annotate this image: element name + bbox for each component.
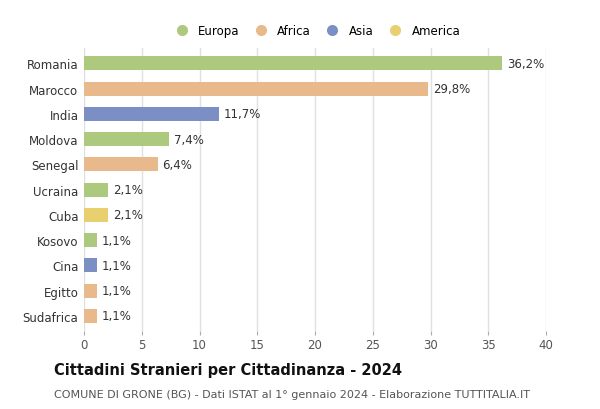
Bar xyxy=(84,133,169,147)
Bar xyxy=(84,158,158,172)
Text: 6,4%: 6,4% xyxy=(163,159,193,171)
Text: 29,8%: 29,8% xyxy=(433,83,470,96)
Bar xyxy=(84,108,219,121)
Text: 2,1%: 2,1% xyxy=(113,209,143,222)
Legend: Europa, Africa, Asia, America: Europa, Africa, Asia, America xyxy=(166,21,464,41)
Text: Cittadini Stranieri per Cittadinanza - 2024: Cittadini Stranieri per Cittadinanza - 2… xyxy=(54,362,402,377)
Text: 1,1%: 1,1% xyxy=(101,310,131,323)
Bar xyxy=(84,284,97,298)
Text: 1,1%: 1,1% xyxy=(101,234,131,247)
Text: 1,1%: 1,1% xyxy=(101,259,131,272)
Text: COMUNE DI GRONE (BG) - Dati ISTAT al 1° gennaio 2024 - Elaborazione TUTTITALIA.I: COMUNE DI GRONE (BG) - Dati ISTAT al 1° … xyxy=(54,389,530,399)
Bar xyxy=(84,259,97,273)
Text: 2,1%: 2,1% xyxy=(113,184,143,197)
Bar xyxy=(84,234,97,247)
Text: 11,7%: 11,7% xyxy=(224,108,261,121)
Bar xyxy=(84,309,97,323)
Bar xyxy=(84,209,108,222)
Text: 1,1%: 1,1% xyxy=(101,285,131,297)
Text: 7,4%: 7,4% xyxy=(174,133,204,146)
Bar xyxy=(84,57,502,71)
Bar xyxy=(84,183,108,197)
Bar xyxy=(84,83,428,97)
Text: 36,2%: 36,2% xyxy=(507,58,544,71)
